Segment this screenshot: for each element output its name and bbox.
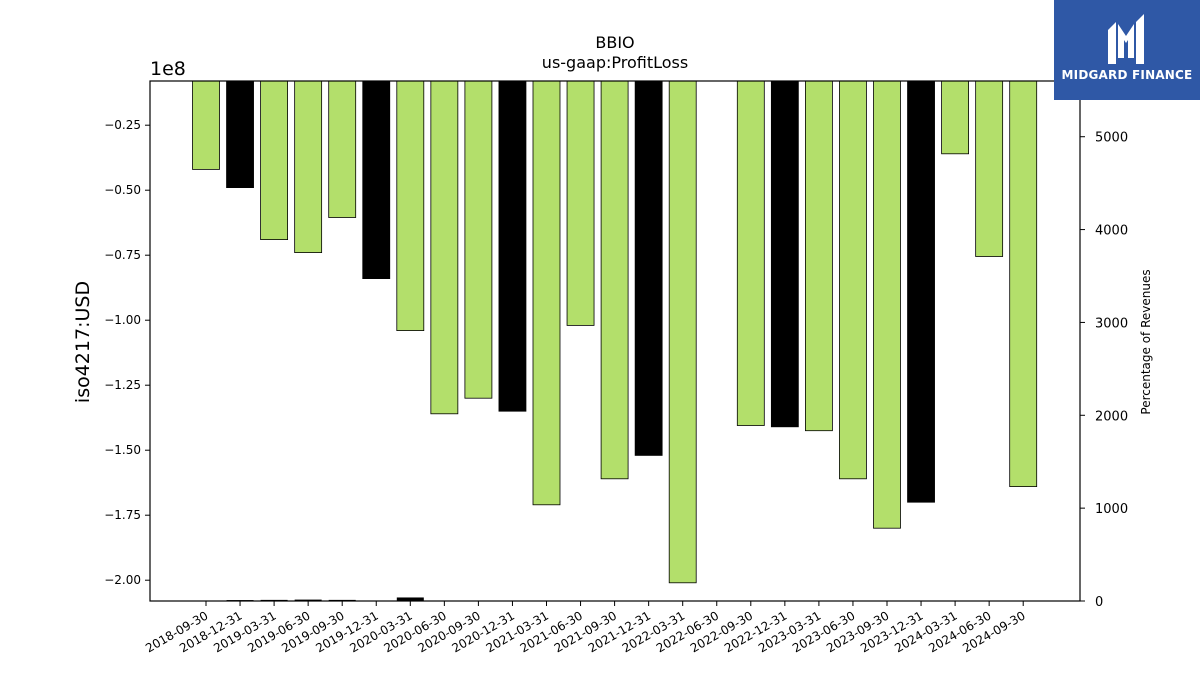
profitloss-bar: [941, 80, 969, 155]
y-axis-label: iso4217:USD: [72, 281, 94, 403]
y-tick-label: −0.50: [104, 183, 141, 197]
right-axis-ticks: 0 1000 2000 3000 4000 5000: [1080, 131, 1128, 610]
profitloss-bar: [192, 80, 220, 170]
y-tick-label: −1.50: [104, 443, 141, 457]
profitloss-bar: [668, 80, 697, 584]
y-axis-offset-label: 1e8: [150, 58, 186, 80]
y-tick-label: −2.00: [104, 573, 141, 587]
chart-subtitle: us-gaap:ProfitLoss: [542, 53, 688, 72]
revenue-percentage-bar: [294, 599, 322, 601]
profitloss-bar: [1009, 80, 1038, 488]
profitloss-bar: [634, 80, 663, 456]
y-tick-label: −1.75: [104, 508, 141, 522]
profitloss-bar: [600, 80, 629, 480]
profitloss-bar: [805, 80, 833, 432]
y-tick-label: −0.75: [104, 248, 141, 262]
brand-logo: MIDGARD FINANCE: [1054, 0, 1200, 100]
bars-layer: [192, 80, 1038, 584]
profitloss-bar: [873, 80, 901, 529]
left-axis-ticks: −0.25 −0.50 −0.75 −1.00 −1.25 −1.50 −1.75 −2.00: [104, 118, 150, 587]
y2-tick-label: 1000: [1095, 502, 1128, 517]
profitloss-bar: [396, 80, 425, 332]
profitloss-bar: [566, 80, 595, 326]
y2-tick-label: 2000: [1095, 409, 1128, 424]
y2-tick-label: 5000: [1095, 131, 1128, 146]
profitloss-bar: [464, 80, 493, 399]
profitloss-bar: [260, 80, 289, 241]
y-tick-label: −0.25: [104, 118, 141, 132]
y-tick-label: −1.25: [104, 378, 141, 392]
brand-name: MIDGARD FINANCE: [1061, 68, 1193, 82]
profitloss-bar: [975, 80, 1004, 257]
chart-title: BBIO: [595, 33, 634, 52]
profitloss-bar: [362, 80, 391, 280]
y-tick-label: −1.00: [104, 313, 141, 327]
profitloss-bar: [226, 80, 254, 188]
profitloss-bar: [770, 80, 799, 428]
profitloss-bar: [736, 80, 765, 426]
right-axis-label: Percentage of Revenues: [1139, 269, 1153, 414]
y2-tick-label: 3000: [1095, 316, 1128, 331]
profitloss-bar: [498, 80, 527, 412]
x-axis-ticks: 2018-09-302018-12-312019-03-312019-06-30…: [143, 601, 1028, 655]
profitloss-bar: [907, 80, 935, 503]
profitloss-bar: [430, 80, 459, 415]
profitloss-bar: [328, 80, 357, 218]
y2-tick-label: 0: [1095, 595, 1103, 610]
profitloss-bar: [532, 80, 561, 506]
profitloss-bar: [839, 80, 867, 480]
midgard-logo-icon: [1108, 14, 1144, 64]
profitloss-bar: [294, 80, 323, 254]
y2-tick-label: 4000: [1095, 224, 1128, 239]
revenue-percentage-bar: [396, 597, 424, 601]
